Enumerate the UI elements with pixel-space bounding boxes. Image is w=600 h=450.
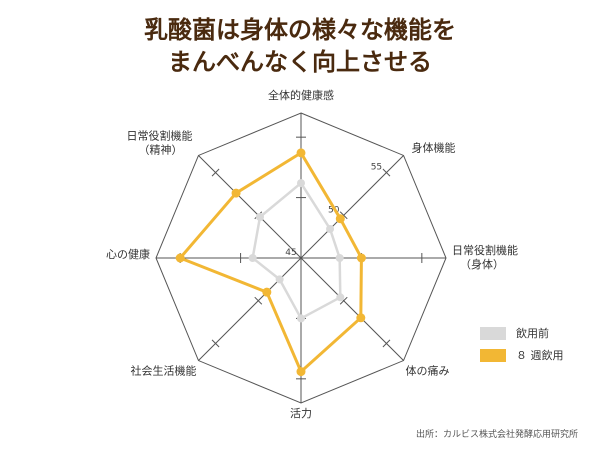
axis-label-line: （精神） <box>138 142 182 156</box>
radar-tick <box>254 296 263 305</box>
axis-label-line: 日常役割機能 <box>452 243 518 257</box>
legend-swatch-before <box>480 326 506 340</box>
data-point-after <box>356 313 366 323</box>
legend-item-before: 飲用前 <box>480 322 564 344</box>
axis-label-line: 全体的健康感 <box>268 88 334 102</box>
radar-tick <box>339 296 348 305</box>
data-point-before <box>275 275 284 284</box>
radar-tick <box>211 168 220 177</box>
chart-title-line-1: 乳酸菌は身体の様々な機能を <box>144 16 456 44</box>
data-point-before <box>297 314 305 323</box>
axis-label: 全体的健康感 <box>268 88 334 102</box>
data-point-before <box>336 293 345 302</box>
data-point-before <box>248 254 257 262</box>
axis-label-line: 身体機能 <box>412 140 456 154</box>
axis-label: 日常役割機能（身体） <box>452 243 518 271</box>
axis-label-line: 社会生活機能 <box>130 364 196 378</box>
series-line-after <box>178 151 363 374</box>
data-point-after <box>335 214 345 224</box>
axis-label: 活力 <box>290 407 312 420</box>
data-point-after <box>175 253 185 263</box>
legend-item-after: ８ 週飲用 <box>480 344 564 366</box>
legend-swatch-after <box>480 348 506 362</box>
tick-label: 45 <box>285 248 296 258</box>
axis-label: 社会生活機能 <box>130 364 196 378</box>
axis-label: 心の健康 <box>106 247 150 261</box>
legend-label-after: ８ 週飲用 <box>516 349 564 362</box>
chart-title-line-2: まんべんなく向上させる <box>168 48 432 76</box>
data-point-before <box>297 179 305 188</box>
axis-label-line: 日常役割機能 <box>126 128 192 142</box>
data-point-after <box>296 148 306 158</box>
data-point-after <box>262 287 272 297</box>
axis-label-line: （身体） <box>460 257 504 271</box>
data-point-before <box>326 224 335 233</box>
axis-label-line: 体の痛み <box>406 364 450 378</box>
radar-tick <box>382 339 391 348</box>
tick-label: 55 <box>371 163 382 173</box>
radar-spoke <box>198 155 302 259</box>
radar-tick <box>339 211 348 220</box>
legend-label-before: 飲用前 <box>516 327 549 340</box>
radar-tick <box>382 168 391 177</box>
axis-label: 体の痛み <box>406 364 450 378</box>
axis-label: 日常役割機能（精神） <box>126 128 192 156</box>
data-point-after <box>356 253 366 263</box>
data-point-before <box>335 254 344 262</box>
radar-tick <box>211 339 220 348</box>
axis-label-line: 活力 <box>290 407 312 420</box>
chart-title: 乳酸菌は身体の様々な機能を まんべんなく向上させる <box>0 14 600 78</box>
data-point-after <box>296 367 306 377</box>
data-point-after <box>231 188 241 198</box>
source-note: 出所：カルビス株式会社発酵応用研究所 <box>415 430 578 440</box>
radar-spoke <box>198 257 302 361</box>
axis-label: 身体機能 <box>412 140 456 154</box>
axis-label-line: 心の健康 <box>106 247 150 261</box>
legend: 飲用前 ８ 週飲用 <box>480 322 564 366</box>
data-point-before <box>255 212 264 221</box>
